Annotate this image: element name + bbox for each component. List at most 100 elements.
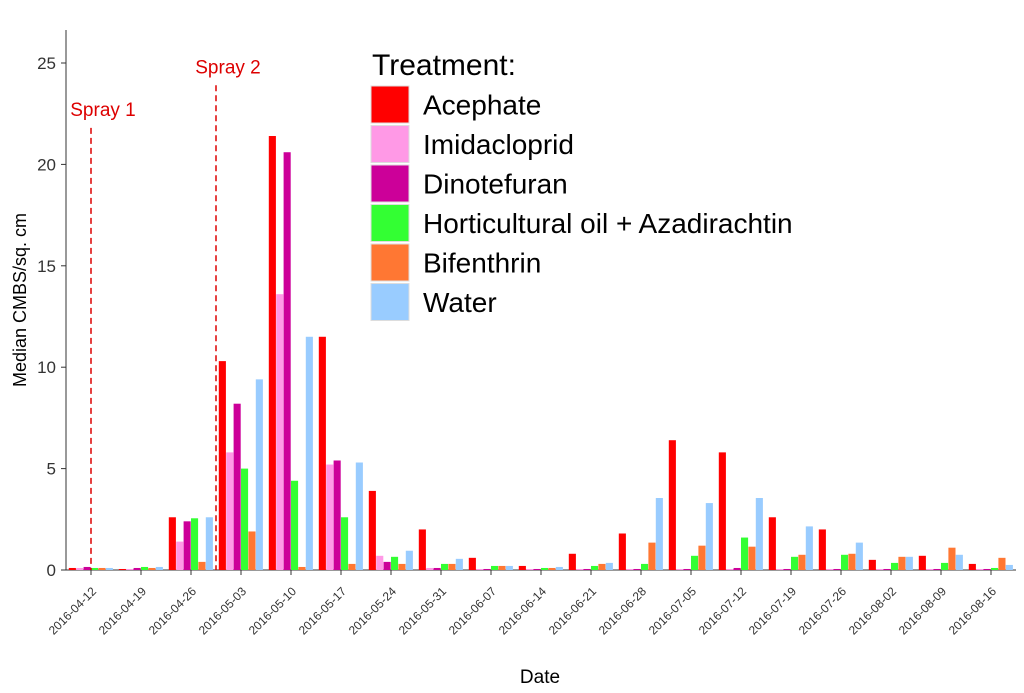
bar: [341, 517, 349, 570]
bar: [483, 568, 491, 570]
bar: [291, 480, 299, 570]
bar: [798, 554, 806, 570]
bar: [541, 567, 549, 570]
bar: [733, 567, 741, 570]
spray-label: Spray 2: [195, 57, 260, 78]
bar: [933, 568, 941, 570]
bar: [683, 568, 691, 570]
bar: [791, 556, 799, 570]
bar: [618, 533, 626, 570]
legend-label: Bifenthrin: [423, 248, 541, 279]
bar: [626, 568, 634, 570]
bar: [418, 529, 426, 570]
bar: [205, 517, 213, 570]
legend-key: [370, 243, 410, 282]
bar: [1005, 564, 1013, 570]
legend-key: [370, 125, 410, 163]
bar: [148, 567, 156, 570]
bar: [448, 563, 456, 570]
x-tick-label: 2016-06-07: [446, 584, 500, 638]
bar: [741, 537, 749, 570]
bar: [533, 568, 541, 570]
y-tick-label: 20: [37, 155, 56, 174]
x-tick-label: 2016-08-09: [896, 584, 950, 638]
bar: [655, 498, 663, 570]
bar: [468, 557, 476, 570]
legend-label: Imidacloprid: [423, 129, 574, 160]
bar: [233, 403, 241, 570]
bar: [105, 567, 113, 570]
bar: [476, 568, 484, 570]
bar: [491, 565, 499, 570]
x-tick-label: 2016-04-12: [46, 584, 100, 638]
y-tick-label: 10: [37, 358, 56, 377]
x-tick-label: 2016-06-14: [496, 584, 550, 638]
bar: [568, 553, 576, 570]
bar: [691, 555, 699, 570]
bar: [576, 568, 584, 570]
x-tick-label: 2016-04-26: [146, 584, 200, 638]
bar: [218, 361, 226, 570]
bar: [718, 452, 726, 570]
bar: [155, 566, 163, 570]
bar: [726, 568, 734, 570]
bar: [391, 556, 399, 570]
bar: [548, 567, 556, 570]
bar: [705, 503, 713, 570]
bar: [776, 568, 784, 570]
bar: [433, 567, 441, 570]
x-tick-label: 2016-06-28: [596, 584, 650, 638]
legend-label: Horticultural oil + Azadirachtin: [423, 208, 793, 239]
bar: [748, 546, 756, 570]
spray-annotations: Spray 1 Spray 2: [70, 57, 261, 570]
bar: [641, 563, 649, 570]
bar: [405, 550, 413, 570]
bar: [355, 462, 363, 570]
bar: [755, 498, 763, 570]
bar: [276, 294, 284, 570]
bar: [583, 568, 591, 570]
bar: [868, 559, 876, 570]
bar: [241, 468, 249, 570]
bar: [855, 542, 863, 570]
x-tick-label: 2016-05-17: [296, 584, 350, 638]
y-tick-label: 25: [37, 54, 56, 73]
bar: [298, 566, 306, 570]
bar: [83, 566, 91, 570]
x-tick-label: 2016-07-26: [796, 584, 850, 638]
bars-layer: [68, 136, 1013, 570]
x-tick-label: 2016-07-12: [696, 584, 750, 638]
bar: [941, 562, 949, 570]
bar: [398, 563, 406, 570]
bar: [826, 568, 834, 570]
bar: [333, 460, 341, 570]
bar: [998, 557, 1006, 570]
bar: [98, 567, 106, 570]
bar: [668, 440, 676, 570]
legend-key: [370, 283, 410, 321]
y-tick-label: 5: [47, 460, 56, 479]
bar: [255, 379, 263, 570]
y-tick-label: 0: [47, 561, 56, 580]
bar: [441, 563, 449, 570]
bar: [918, 555, 926, 570]
bar: [805, 526, 813, 570]
bar: [605, 562, 613, 570]
y-tick-label: 15: [37, 257, 56, 276]
bar: [633, 568, 641, 570]
x-axis-ticks: 2016-04-122016-04-192016-04-262016-05-03…: [46, 570, 999, 638]
bar: [948, 547, 956, 570]
bar: [818, 529, 826, 570]
bar: [518, 565, 526, 570]
bar: [848, 553, 856, 570]
x-tick-label: 2016-05-03: [196, 584, 250, 638]
x-tick-label: 2016-05-31: [396, 584, 450, 638]
bar: [376, 555, 384, 570]
legend-key: [370, 204, 410, 242]
bar: [91, 567, 99, 570]
legend-key: [370, 85, 410, 124]
bar: [68, 567, 76, 570]
plot-area: 0 5 10 15 20 25 2016-04-122016-04-192016-04-2…: [37, 30, 1016, 638]
bar: [526, 568, 534, 570]
